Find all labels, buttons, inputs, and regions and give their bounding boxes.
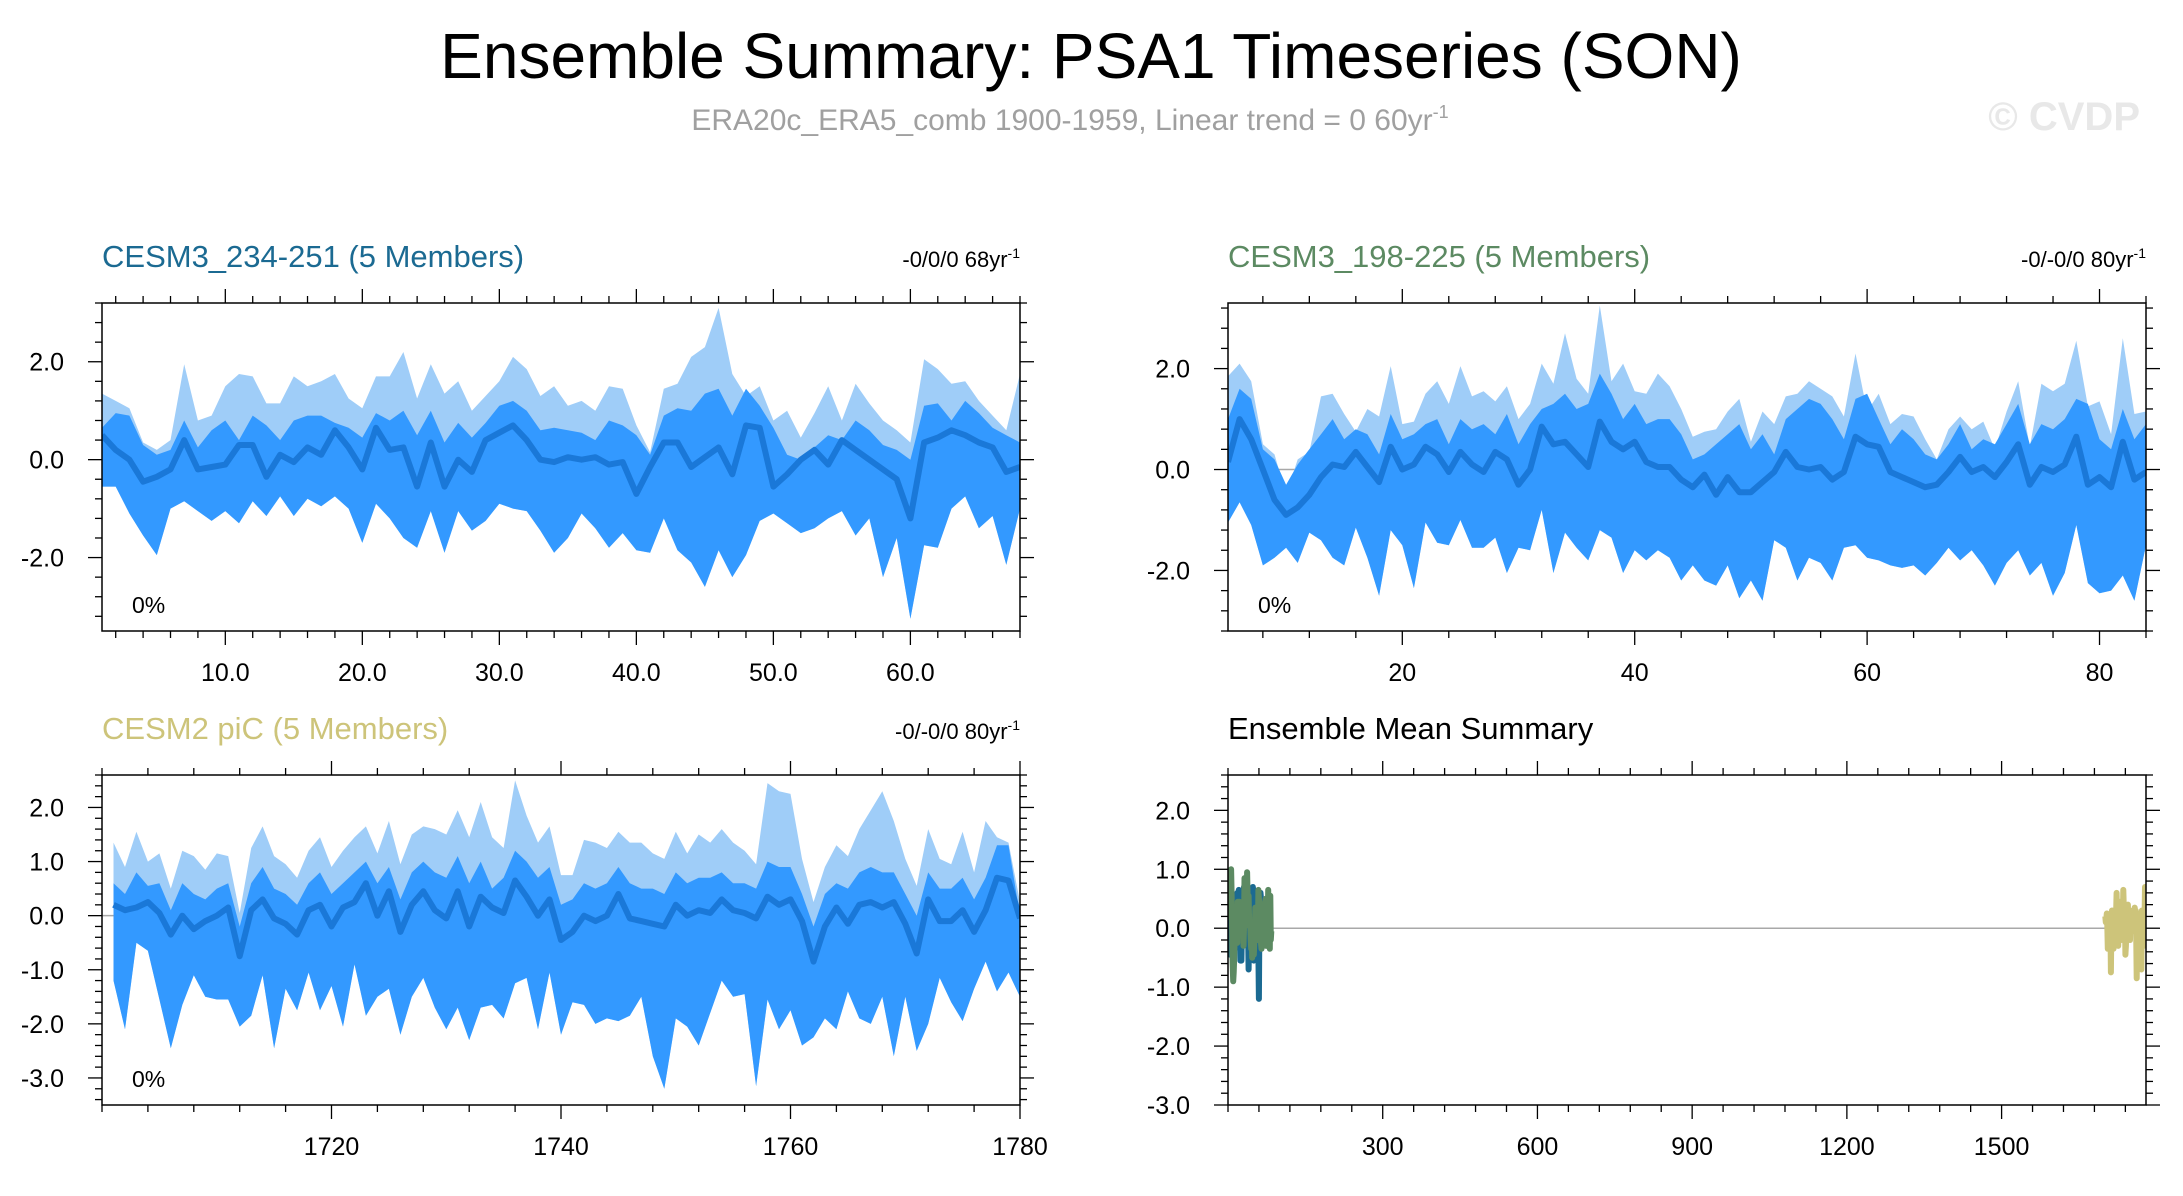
- y-tick-label: 1.0: [1155, 856, 1190, 884]
- x-tick-label: 20.0: [338, 659, 387, 687]
- panels-group: CESM3_234-251 (5 Members) -0/0/0 68yr-10%…: [21, 239, 2160, 1161]
- ensemble-mean-line: [112, 874, 1020, 965]
- panel-frame: [101, 302, 1021, 632]
- y-tick-label: 2.0: [1155, 356, 1190, 384]
- panel-title: CESM3_198-225 (5 Members): [1228, 239, 1650, 274]
- y-tick-label: -2.0: [21, 545, 64, 573]
- percent-label: 0%: [132, 592, 165, 618]
- x-tick-label: 1500: [1974, 1133, 2030, 1161]
- y-tick-label: -1.0: [1147, 974, 1190, 1002]
- panel-trend-sup: -1: [1008, 245, 1021, 261]
- percent-label: 0%: [132, 1066, 165, 1092]
- y-tick-label: 2.0: [29, 349, 64, 377]
- figure-title: Ensemble Summary: PSA1 Timeseries (SON): [440, 20, 1742, 92]
- panel-frame: [1227, 774, 2147, 1106]
- x-tick-label: 50.0: [749, 659, 798, 687]
- panel-trend-text: -0/-0/0 80yr: [2021, 247, 2134, 272]
- cvdp-credit: © CVDP: [1988, 95, 2140, 139]
- x-tick-label: 1760: [763, 1133, 819, 1161]
- y-tick-label: 0.0: [29, 903, 64, 931]
- panel-trend-sup: -1: [2134, 245, 2147, 261]
- summary-series-line: [2102, 884, 2146, 982]
- x-tick-label: 30.0: [475, 659, 524, 687]
- panel-frame: [1227, 302, 2147, 632]
- x-tick-label: 20: [1388, 659, 1416, 687]
- panel-plot-area: [1228, 866, 2146, 1002]
- ensemble-spread-band: [102, 388, 1020, 619]
- panel-title: CESM3_234-251 (5 Members): [102, 239, 524, 274]
- panel-trend: -0/-0/0 80yr-1: [2021, 245, 2146, 272]
- y-tick-label: 0.0: [1155, 457, 1190, 485]
- x-tick-label: 1200: [1819, 1133, 1875, 1161]
- figure-subtitle-sup: -1: [1433, 102, 1449, 122]
- x-tick-label: 900: [1671, 1133, 1713, 1161]
- panel-trend-text: -0/0/0 68yr: [902, 247, 1007, 272]
- x-tick-label: 60: [1853, 659, 1881, 687]
- panel-trend-text: -0/-0/0 80yr: [895, 719, 1008, 744]
- summary-series-line: [1228, 866, 1275, 985]
- panel-trend: -0/-0/0 80yr-1: [895, 717, 1020, 744]
- y-tick-label: 2.0: [1155, 797, 1190, 825]
- figure-subtitle: ERA20c_ERA5_comb 1900-1959, Linear trend…: [691, 102, 1448, 137]
- panel-p4: Ensemble Mean Summary 300 600 900 1200 1500 2.…: [1147, 711, 2160, 1161]
- ensemble-spread-band: [1228, 373, 2146, 601]
- x-tick-label: 40.0: [612, 659, 661, 687]
- y-tick-label: -3.0: [21, 1065, 64, 1093]
- panel-trend-sup: -1: [1008, 717, 1021, 733]
- y-tick-label: 2.0: [29, 794, 64, 822]
- x-tick-label: 1780: [992, 1133, 1048, 1161]
- percent-label: 0%: [1258, 592, 1291, 618]
- x-tick-label: 60.0: [886, 659, 935, 687]
- x-tick-label: 1720: [304, 1133, 360, 1161]
- y-tick-label: 0.0: [29, 447, 64, 475]
- panel-p1: CESM3_234-251 (5 Members) -0/0/0 68yr-1 0%…: [21, 239, 1034, 687]
- x-tick-label: 1740: [533, 1133, 589, 1161]
- ensemble-mean-line: [1228, 416, 2146, 518]
- x-tick-label: 10.0: [201, 659, 250, 687]
- x-tick-label: 80: [2086, 659, 2114, 687]
- x-tick-label: 600: [1517, 1133, 1559, 1161]
- panel-plot-area: [102, 307, 1020, 619]
- x-tick-label: 40: [1621, 659, 1649, 687]
- panel-plot-area: [1228, 305, 2146, 601]
- panel-p3: CESM2 piC (5 Members) -0/-0/0 80yr-1 0% 172…: [21, 711, 1048, 1161]
- y-tick-label: -2.0: [1147, 1033, 1190, 1061]
- x-tick-label: 300: [1362, 1133, 1404, 1161]
- y-tick-label: -2.0: [21, 1011, 64, 1039]
- y-tick-label: 1.0: [29, 849, 64, 877]
- y-tick-label: -1.0: [21, 957, 64, 985]
- ensemble-mean-line: [102, 422, 1020, 522]
- panel-title: CESM2 piC (5 Members): [102, 711, 448, 746]
- y-tick-label: 0.0: [1155, 915, 1190, 943]
- y-tick-label: -2.0: [1147, 557, 1190, 585]
- panel-p2: CESM3_198-225 (5 Members) -0/-0/0 80yr-1 0…: [1147, 239, 2160, 687]
- y-tick-label: -3.0: [1147, 1092, 1190, 1120]
- figure-subtitle-text: ERA20c_ERA5_comb 1900-1959, Linear trend…: [691, 104, 1432, 137]
- panel-trend: -0/0/0 68yr-1: [902, 245, 1020, 272]
- panel-plot-area: [102, 780, 1020, 1089]
- panel-title: Ensemble Mean Summary: [1228, 711, 1594, 746]
